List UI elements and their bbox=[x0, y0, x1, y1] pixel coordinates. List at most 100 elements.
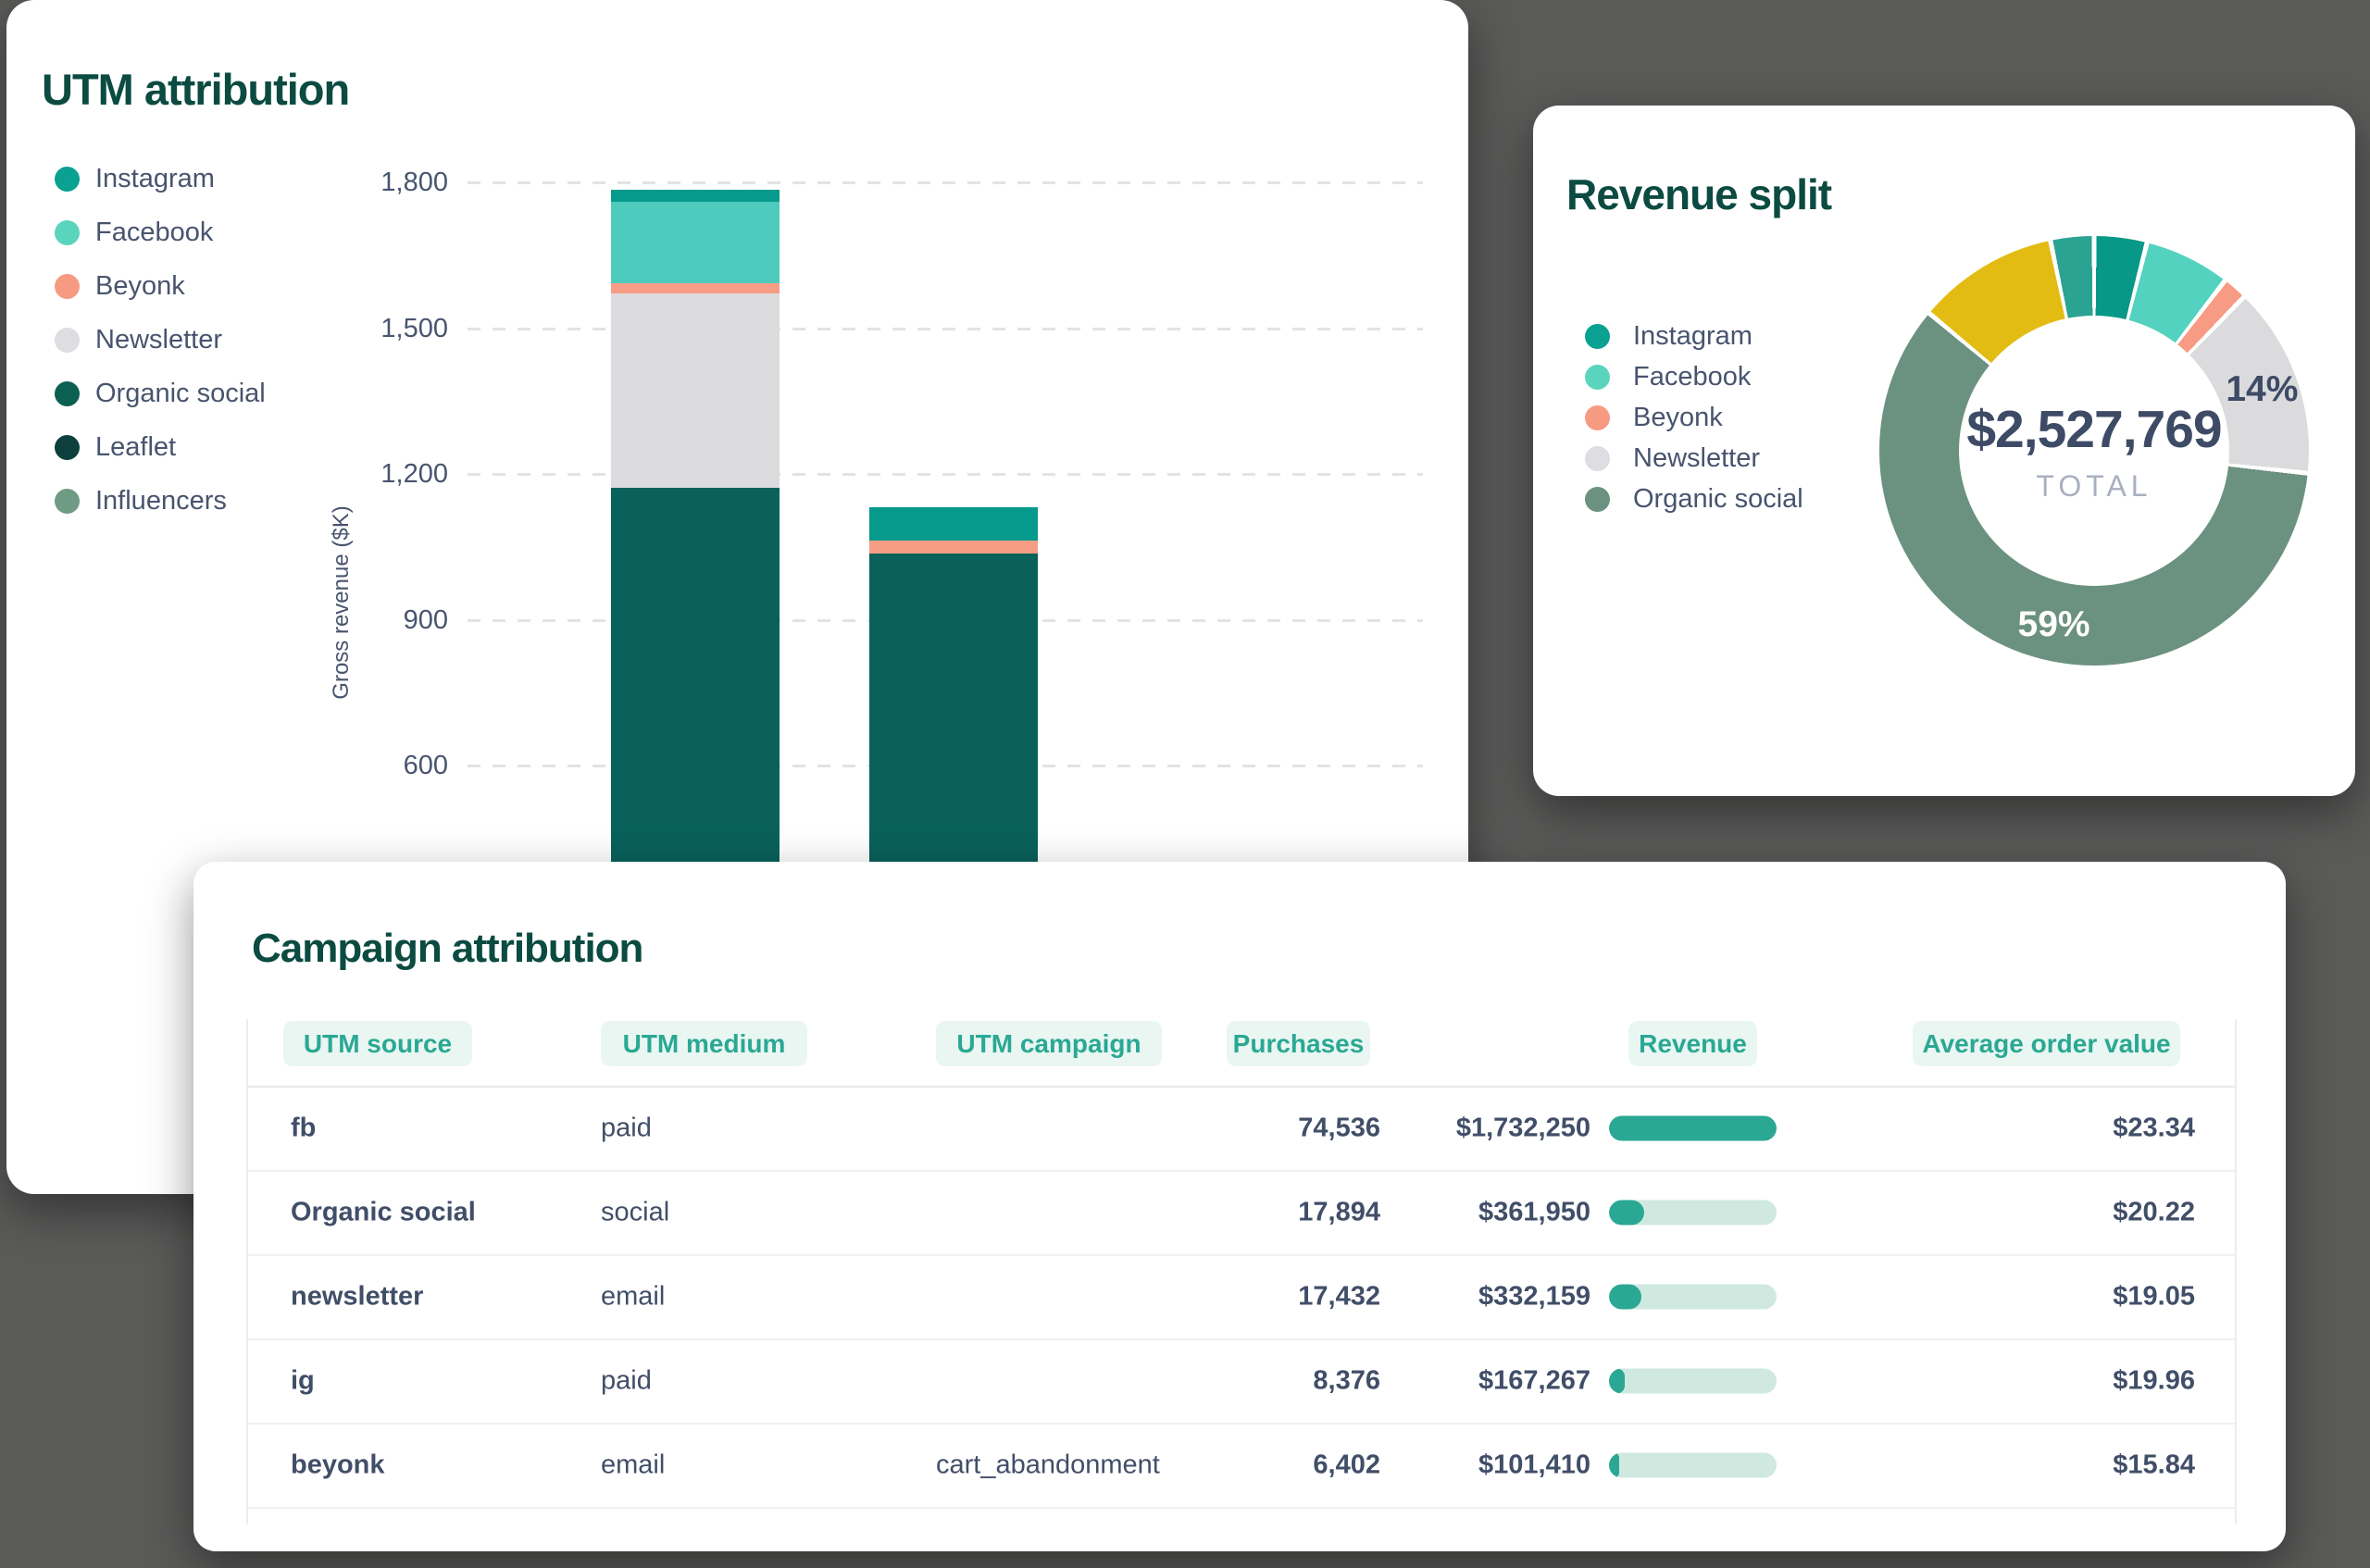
campaign-card-title: Campaign attribution bbox=[252, 926, 643, 972]
cell-utm-medium: paid bbox=[601, 1113, 652, 1142]
legend-dot-icon bbox=[55, 327, 80, 353]
donut-slice-label: 14% bbox=[2226, 368, 2299, 409]
cell-average-order-value: $19.96 bbox=[2113, 1365, 2195, 1395]
revenue-card-title: Revenue split bbox=[1566, 169, 1832, 218]
utm-legend-item-leaflet[interactable]: Leaflet bbox=[55, 420, 266, 474]
gridline-1500 bbox=[468, 327, 1423, 330]
gridline-1200 bbox=[468, 473, 1423, 476]
revenue-progress-fill bbox=[1609, 1115, 1777, 1140]
revenue-legend-item-beyonk[interactable]: Beyonk bbox=[1585, 397, 1803, 438]
utm-card-title: UTM attribution bbox=[42, 65, 350, 115]
cell-purchases: 8,376 bbox=[1313, 1365, 1380, 1395]
cell-utm-source: newsletter bbox=[291, 1281, 424, 1311]
cell-purchases: 17,894 bbox=[1298, 1197, 1380, 1226]
utm-legend-item-instagram[interactable]: Instagram bbox=[55, 152, 266, 205]
header-divider bbox=[248, 1086, 2235, 1088]
donut-total-value: $2,527,769 bbox=[1966, 399, 2222, 459]
cell-average-order-value: $23.34 bbox=[2113, 1113, 2195, 1142]
table-row-organic-social[interactable]: Organic social social 17,894 $361,950 $20.22 bbox=[248, 1170, 2235, 1256]
legend-label: Instagram bbox=[1633, 320, 1753, 351]
revenue-legend: Instagram Facebook Beyonk Newsletter Organic… bbox=[1585, 316, 1803, 519]
column-header-utm-campaign[interactable]: UTM campaign bbox=[936, 1021, 1162, 1066]
legend-dot-icon bbox=[55, 219, 80, 245]
legend-dot-icon bbox=[55, 273, 80, 299]
bar-segment-beyonk bbox=[611, 283, 780, 294]
legend-dot-icon bbox=[1585, 486, 1610, 512]
revenue-progress-track bbox=[1609, 1284, 1777, 1309]
column-header-average-order-value[interactable]: Average order value bbox=[1913, 1021, 2180, 1066]
y-tick-1800: 1,800 bbox=[380, 168, 448, 197]
legend-dot-icon bbox=[1585, 364, 1610, 390]
cell-utm-source: Organic social bbox=[291, 1197, 476, 1226]
utm-legend-item-newsletter[interactable]: Newsletter bbox=[55, 313, 266, 367]
revenue-split-card: Revenue split Instagram Facebook Beyonk New… bbox=[1533, 106, 2355, 796]
cell-utm-medium: paid bbox=[601, 1365, 652, 1395]
legend-label: Beyonk bbox=[1633, 402, 1723, 432]
revenue-progress-fill bbox=[1609, 1200, 1644, 1225]
utm-legend-item-beyonk[interactable]: Beyonk bbox=[55, 259, 266, 313]
utm-legend: Instagram Facebook Beyonk Newsletter Organic… bbox=[55, 152, 266, 528]
revenue-legend-item-newsletter[interactable]: Newsletter bbox=[1585, 438, 1803, 479]
campaign-table: UTM source UTM medium UTM campaign Purchase… bbox=[246, 1019, 2237, 1524]
bar-segment-instagram bbox=[869, 507, 1038, 541]
legend-dot-icon bbox=[55, 488, 80, 514]
legend-dot-icon bbox=[55, 166, 80, 192]
cell-utm-source: beyonk bbox=[291, 1450, 385, 1479]
revenue-progress-track bbox=[1609, 1115, 1777, 1140]
legend-label: Facebook bbox=[95, 217, 214, 247]
campaign-attribution-card: Campaign attribution UTM source UTM mediu… bbox=[193, 862, 2286, 1551]
legend-label: Organic social bbox=[1633, 483, 1803, 514]
legend-label: Leaflet bbox=[95, 431, 177, 462]
cell-revenue: $101,410 bbox=[1478, 1450, 1590, 1479]
utm-legend-item-organic-social[interactable]: Organic social bbox=[55, 367, 266, 420]
cell-revenue: $361,950 bbox=[1478, 1197, 1590, 1226]
legend-label: Instagram bbox=[95, 163, 215, 193]
column-header-purchases[interactable]: Purchases bbox=[1227, 1021, 1370, 1066]
legend-dot-icon bbox=[55, 434, 80, 460]
revenue-legend-item-facebook[interactable]: Facebook bbox=[1585, 356, 1803, 397]
legend-label: Organic social bbox=[95, 378, 266, 408]
revenue-progress-track bbox=[1609, 1200, 1777, 1225]
table-row-fb[interactable]: fb paid 74,536 $1,732,250 $23.34 bbox=[248, 1086, 2235, 1172]
y-tick-600: 600 bbox=[403, 751, 448, 780]
cell-revenue: $332,159 bbox=[1478, 1281, 1590, 1311]
cell-average-order-value: $15.84 bbox=[2113, 1450, 2195, 1479]
legend-dot-icon bbox=[1585, 404, 1610, 430]
cell-revenue: $167,267 bbox=[1478, 1365, 1590, 1395]
column-header-utm-source[interactable]: UTM source bbox=[283, 1021, 472, 1066]
revenue-legend-item-organic-social[interactable]: Organic social bbox=[1585, 479, 1803, 519]
table-row-beyonk[interactable]: beyonk email cart_abandonment 6,402 $101,410… bbox=[248, 1423, 2235, 1509]
bar-segment-newsletter bbox=[611, 293, 780, 489]
legend-dot-icon bbox=[55, 380, 80, 406]
revenue-progress-track bbox=[1609, 1452, 1777, 1477]
column-header-utm-medium[interactable]: UTM medium bbox=[601, 1021, 807, 1066]
cell-average-order-value: $19.05 bbox=[2113, 1281, 2195, 1311]
legend-label: Beyonk bbox=[95, 270, 185, 301]
cell-purchases: 6,402 bbox=[1313, 1450, 1380, 1479]
cell-revenue: $1,732,250 bbox=[1455, 1113, 1590, 1142]
legend-label: Newsletter bbox=[95, 324, 222, 355]
donut-chart: 14% 59% $2,527,769 TOTAL bbox=[1879, 236, 2309, 666]
legend-dot-icon bbox=[1585, 323, 1610, 349]
cell-purchases: 17,432 bbox=[1298, 1281, 1380, 1311]
table-row-newsletter[interactable]: newsletter email 17,432 $332,159 $19.05 bbox=[248, 1254, 2235, 1340]
utm-legend-item-influencers[interactable]: Influencers bbox=[55, 474, 266, 528]
bar-segment-instagram bbox=[611, 189, 780, 203]
revenue-legend-item-instagram[interactable]: Instagram bbox=[1585, 316, 1803, 356]
legend-label: Facebook bbox=[1633, 361, 1752, 392]
cell-utm-source: fb bbox=[291, 1113, 317, 1142]
bar-segment-beyonk bbox=[869, 541, 1038, 554]
cell-utm-campaign: cart_abandonment bbox=[936, 1450, 1160, 1479]
cell-utm-medium: email bbox=[601, 1281, 666, 1311]
donut-total-label: TOTAL bbox=[2036, 468, 2152, 503]
bar-segment-facebook bbox=[611, 202, 780, 284]
column-header-revenue[interactable]: Revenue bbox=[1628, 1021, 1757, 1066]
revenue-progress-fill bbox=[1609, 1284, 1641, 1309]
legend-label: Newsletter bbox=[1633, 442, 1760, 473]
cell-utm-source: ig bbox=[291, 1365, 315, 1395]
utm-legend-item-facebook[interactable]: Facebook bbox=[55, 205, 266, 259]
cell-utm-medium: email bbox=[601, 1450, 666, 1479]
table-row-ig[interactable]: ig paid 8,376 $167,267 $19.96 bbox=[248, 1338, 2235, 1425]
y-tick-1200: 1,200 bbox=[380, 459, 448, 489]
